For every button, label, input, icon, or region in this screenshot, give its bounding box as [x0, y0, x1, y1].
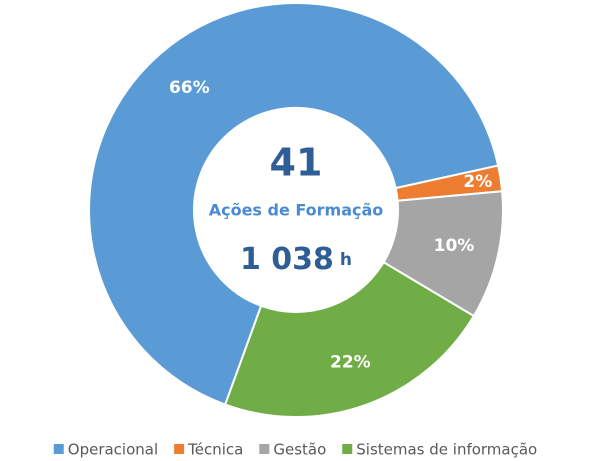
legend-swatch [53, 444, 64, 454]
data-label: 22% [330, 353, 371, 373]
legend-item: Operacional [53, 441, 158, 459]
legend-swatch [259, 444, 270, 454]
legend-swatch [342, 444, 353, 454]
center-value: 41 [270, 141, 323, 185]
slice [88, 2, 500, 406]
hours-value: 1 038 [240, 242, 334, 277]
legend-item: Técnica [174, 441, 243, 459]
slice [223, 260, 476, 418]
legend: Operacional Técnica Gestão Sistemas de info… [53, 441, 537, 459]
legend-item: Gestão [259, 441, 326, 459]
legend-swatch [174, 444, 185, 454]
data-label: 2% [463, 172, 492, 192]
legend-label: Operacional [68, 441, 158, 459]
data-labels: 66% 2% 10% 22% [169, 78, 492, 373]
center-label: Ações de Formação [209, 201, 384, 220]
legend-label: Sistemas de informação [356, 441, 537, 459]
hours: 1 038 h [240, 242, 352, 277]
data-label: 66% [169, 78, 210, 98]
legend-label: Gestão [273, 441, 326, 459]
data-label: 10% [434, 236, 475, 256]
legend-item: Sistemas de informação [342, 441, 537, 459]
legend-label: Técnica [187, 441, 243, 459]
slices [88, 2, 504, 418]
hours-unit: h [340, 250, 352, 270]
